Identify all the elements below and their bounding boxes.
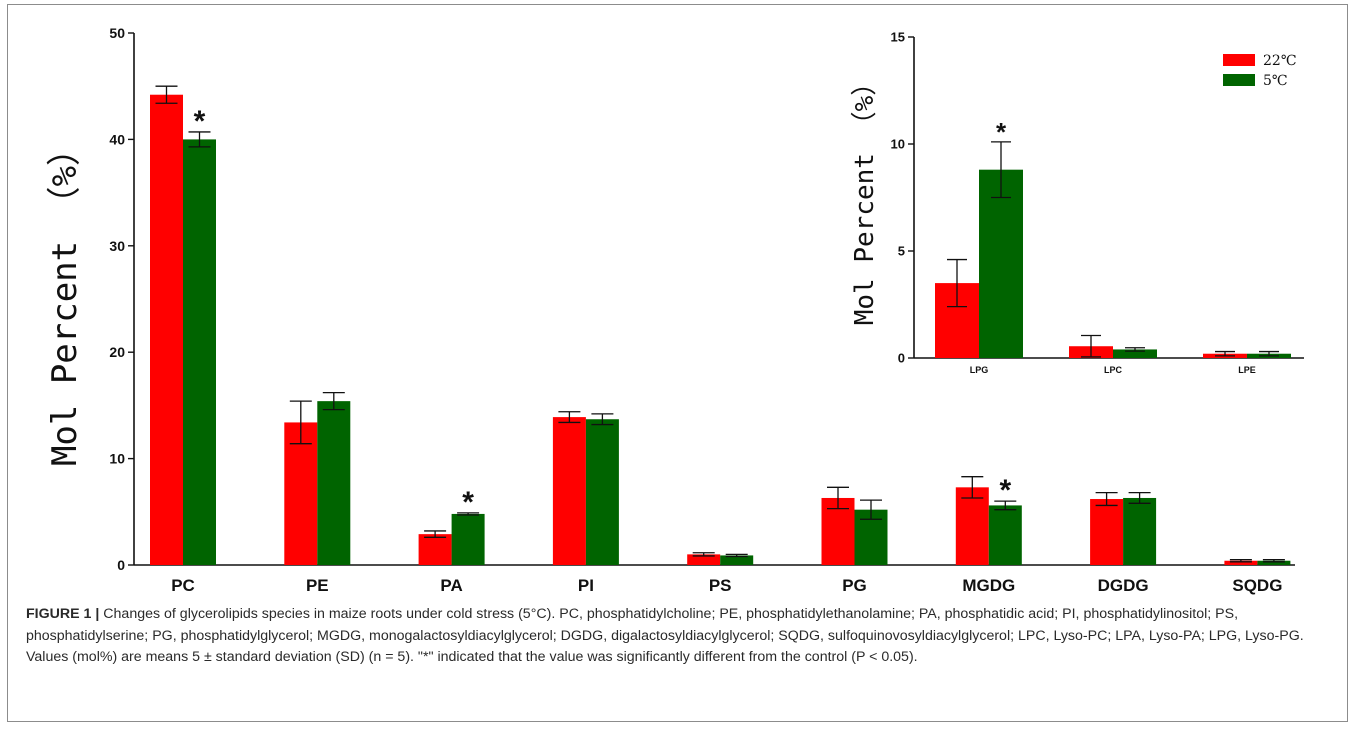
main-category-label-pc: PC [171, 576, 195, 595]
main-bar-dgdg-cold [1123, 497, 1157, 565]
main-bar-mgdg-control [955, 487, 989, 565]
inset-legend-swatch-cold [1223, 74, 1255, 86]
figure-caption: FIGURE 1 | Changes of glycerolipids spec… [26, 604, 1336, 669]
main-y-tick-label: 40 [109, 131, 125, 147]
main-y-tick-label: 0 [117, 557, 125, 573]
inset-y-tick-label: 15 [891, 30, 905, 45]
inset-y-tick-label: 10 [891, 137, 905, 152]
main-category-label-mgdg: MGDG [962, 576, 1015, 595]
main-category-label-pg: PG [842, 576, 867, 595]
main-y-axis-label: Mol Percent （%） [45, 132, 85, 466]
main-bar-mgdg-cold [988, 505, 1022, 565]
main-y-tick-label: 50 [109, 25, 125, 41]
inset-category-label-lpc: LPC [1104, 365, 1123, 375]
caption-text: Changes of glycerolipids species in maiz… [26, 606, 1304, 665]
main-bar-pi-cold [585, 419, 619, 565]
figure-frame [7, 4, 1348, 722]
main-bar-ps-control [687, 554, 721, 565]
main-bar-pa-cold [451, 513, 485, 565]
inset-significance-mark-lpg: * [996, 117, 1007, 147]
main-bar-sqdg-cold [1257, 560, 1291, 565]
main-bar-pc-control [150, 94, 183, 565]
main-bar-pa-control [418, 534, 452, 565]
inset-bar-chart: 0 5 10 15 Mol Percent （%） * LPG LPC LPE 22℃ 5℃ [850, 30, 1304, 375]
main-y-tick-label: 30 [109, 238, 125, 254]
main-bar-pe-control [284, 422, 318, 565]
main-bar-ps-cold [720, 555, 754, 565]
main-category-label-ps: PS [709, 576, 732, 595]
inset-bar-lpg-cold [979, 169, 1023, 358]
main-bar-pi-control [552, 417, 586, 565]
main-category-label-dgdg: DGDG [1098, 576, 1149, 595]
inset-y-axis-label: Mol Percent （%） [850, 70, 880, 326]
inset-y-tick-label: 0 [898, 351, 905, 366]
inset-legend-label-control: 22℃ [1263, 53, 1296, 69]
main-category-label-pe: PE [306, 576, 329, 595]
inset-category-label-lpe: LPE [1238, 365, 1256, 375]
inset-bar-lpc-cold [1113, 349, 1157, 358]
main-category-label-pi: PI [578, 576, 594, 595]
main-y-tick-label: 10 [109, 451, 125, 467]
main-category-label-pa: PA [440, 576, 462, 595]
main-bar-dgdg-control [1090, 499, 1124, 565]
main-bar-sqdg-control [1224, 560, 1258, 565]
inset-legend-swatch-control [1223, 54, 1255, 66]
main-significance-mark-mgdg: * [999, 474, 1011, 507]
main-significance-mark-pc: * [194, 105, 206, 138]
inset-category-label-lpg: LPG [970, 365, 989, 375]
inset-y-tick-label: 5 [898, 244, 905, 259]
main-y-tick-label: 20 [109, 344, 125, 360]
main-bar-pc-cold [183, 139, 216, 565]
inset-legend-label-cold: 5℃ [1263, 73, 1288, 89]
main-category-label-sqdg: SQDG [1232, 576, 1282, 595]
main-significance-mark-pa: * [462, 486, 474, 519]
caption-label: FIGURE 1 | [26, 606, 100, 622]
main-bar-pe-cold [317, 401, 351, 565]
